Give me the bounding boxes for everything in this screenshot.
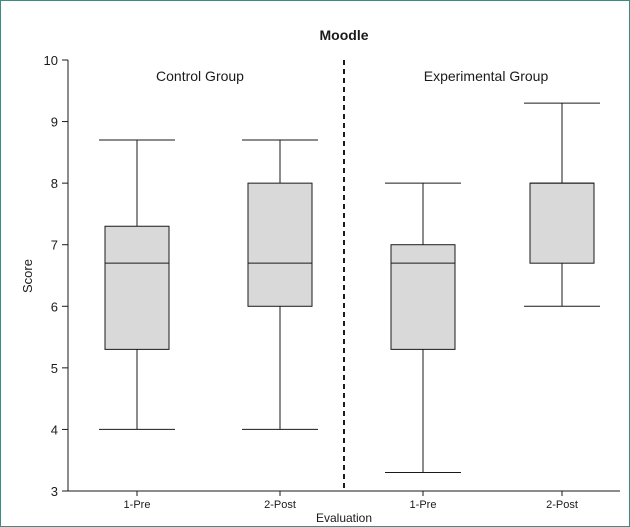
x-axis-label: Evaluation <box>316 511 372 525</box>
group-2-1-pre-box <box>391 245 455 350</box>
group-2-2-post-x-tick-label: 2-Post <box>546 499 578 511</box>
group-2-1-pre-x-tick-label: 1-Pre <box>410 499 437 511</box>
y-tick-label-8: 8 <box>51 176 58 191</box>
y-axis-label: Score <box>20 259 35 293</box>
group-1-1-pre-x-tick-label: 1-Pre <box>124 499 151 511</box>
group-1-2-post-x-tick-label: 2-Post <box>264 499 296 511</box>
y-tick-label-7: 7 <box>51 238 58 253</box>
y-tick-label-5: 5 <box>51 361 58 376</box>
group-2-2-post-box <box>530 183 594 263</box>
y-tick-label-10: 10 <box>44 53 58 68</box>
chart-title: Moodle <box>320 27 369 43</box>
y-tick-label-9: 9 <box>51 115 58 130</box>
y-tick-label-4: 4 <box>51 422 58 437</box>
group-label-experimental: Experimental Group <box>424 68 549 84</box>
group-1-1-pre-box <box>105 226 169 349</box>
group-1-2-post-box <box>248 183 312 306</box>
y-tick-label-3: 3 <box>51 484 58 499</box>
y-tick-label-6: 6 <box>51 299 58 314</box>
group-label-control: Control Group <box>156 68 244 84</box>
